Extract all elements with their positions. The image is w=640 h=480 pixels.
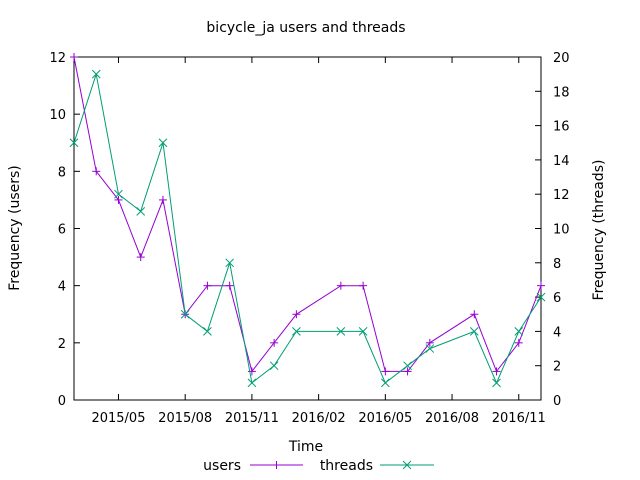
- data-point-threads: [91, 69, 101, 79]
- legend-label-users: users: [203, 458, 241, 474]
- data-point-threads: [247, 378, 257, 388]
- data-point-users: [359, 281, 368, 290]
- data-point-users: [470, 310, 479, 319]
- right-tick-label: 16: [553, 120, 570, 135]
- right-tick-label: 2: [553, 360, 561, 375]
- legend-marker-threads: [402, 460, 412, 470]
- data-point-threads: [403, 361, 412, 371]
- data-point-users: [270, 338, 279, 347]
- data-point-threads: [114, 189, 123, 199]
- right-tick-label: 14: [553, 154, 570, 169]
- data-point-threads: [136, 206, 146, 216]
- data-point-users: [225, 281, 234, 290]
- x-axis: 2015/05 2015/08 2015/11 2016/02 2016/05 2016/…: [91, 57, 546, 426]
- right-tick-label: 10: [553, 223, 570, 238]
- data-point-users: [70, 53, 78, 61]
- data-point-users: [292, 310, 301, 319]
- data-point-threads: [358, 327, 368, 336]
- series-line-threads: [73, 74, 542, 385]
- left-tick-label: 12: [49, 51, 66, 66]
- right-tick-label: 4: [553, 325, 561, 340]
- data-point-users: [92, 167, 101, 176]
- right-tick-label: 8: [553, 257, 561, 272]
- legend: users threads: [203, 458, 434, 474]
- series-line-users: [73, 56, 542, 373]
- data-point-threads: [269, 361, 279, 371]
- data-point-threads: [69, 138, 79, 148]
- data-point-users: [136, 253, 145, 262]
- data-point-users: [114, 195, 123, 204]
- legend-marker-users: [272, 461, 281, 469]
- x-tick-label: 2015/11: [225, 411, 279, 426]
- left-axis-title: Frequency (users): [7, 165, 23, 291]
- data-point-threads: [425, 344, 435, 353]
- right-tick-label: 20: [553, 51, 570, 66]
- right-tick-label: 6: [553, 291, 561, 306]
- right-tick-label: 12: [553, 188, 570, 203]
- data-point-threads: [336, 327, 346, 336]
- data-point-threads: [536, 292, 546, 302]
- data-point-threads: [469, 327, 479, 336]
- data-point-threads: [292, 327, 301, 336]
- data-point-users: [425, 338, 434, 347]
- data-point-users: [403, 367, 412, 376]
- data-point-users: [203, 281, 212, 290]
- x-tick-label: 2016/02: [292, 411, 346, 426]
- x-tick-label: 2016/11: [492, 411, 546, 426]
- data-point-users: [247, 367, 256, 376]
- data-point-threads: [225, 258, 235, 268]
- data-point-threads: [514, 327, 524, 336]
- data-point-users: [158, 195, 167, 204]
- left-tick-label: 2: [58, 337, 66, 352]
- legend-label-threads: threads: [320, 458, 373, 474]
- x-tick-label: 2015/08: [158, 411, 212, 426]
- left-tick-label: 10: [49, 108, 66, 123]
- left-tick-label: 6: [58, 223, 66, 238]
- data-point-threads: [492, 378, 501, 388]
- data-point-users: [381, 367, 390, 376]
- right-tick-label: 18: [553, 85, 570, 100]
- x-tick-label: 2016/05: [358, 411, 412, 426]
- data-point-users: [514, 338, 523, 347]
- right-axis-title: Frequency (threads): [591, 160, 607, 301]
- data-point-users: [336, 281, 345, 290]
- x-axis-title: Time: [288, 439, 323, 455]
- data-point-threads: [180, 309, 190, 319]
- data-point-threads: [380, 378, 390, 388]
- left-tick-label: 8: [58, 165, 66, 180]
- left-tick-label: 0: [58, 394, 66, 409]
- data-point-threads: [158, 138, 168, 148]
- right-y-axis: 0 2 4 6 8 10 12 14 16 18 20: [535, 51, 570, 409]
- data-point-users: [537, 281, 545, 290]
- right-tick-label: 0: [553, 394, 561, 409]
- data-point-threads: [203, 327, 212, 336]
- left-tick-label: 4: [58, 280, 66, 295]
- x-tick-label: 2016/08: [425, 411, 479, 426]
- x-tick-label: 2015/05: [91, 411, 145, 426]
- plot-frame: [73, 56, 542, 401]
- data-point-users: [492, 367, 501, 376]
- chart-title: bicycle_ja users and threads: [206, 20, 405, 36]
- left-y-axis: 0 2 4 6 8 10 12: [49, 51, 80, 409]
- series-layer: [69, 53, 546, 388]
